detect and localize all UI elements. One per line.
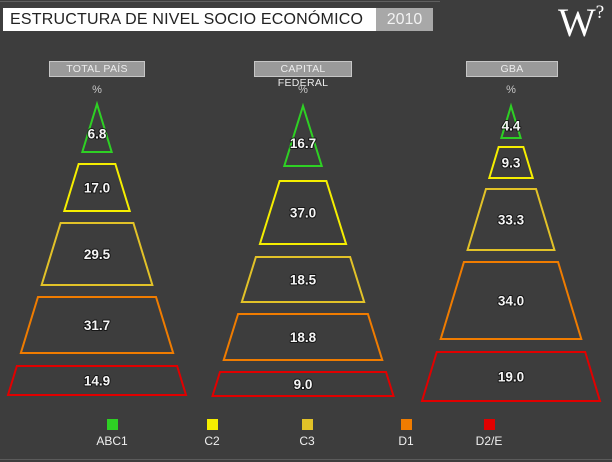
column-header-capital-federal: CAPITAL FEDERAL (254, 61, 352, 89)
percent-label: % (298, 84, 308, 96)
column-header-total-pais: TOTAL PAÍS (49, 61, 145, 77)
pyramid-segment (258, 180, 348, 245)
pyramid-segment (62, 163, 132, 212)
brand-logo-letter: W (558, 0, 596, 45)
segment-value: 37.0 (290, 205, 316, 220)
percent-label: % (506, 84, 516, 96)
pyramid-segment (6, 365, 188, 396)
legend-item-abc1: ABC1 (80, 419, 144, 448)
segment-value: 14.9 (84, 373, 110, 388)
legend-label: C3 (299, 434, 315, 448)
pyramid-segment (466, 188, 556, 251)
segment-value: 18.8 (290, 330, 317, 345)
legend-swatch-c3 (301, 419, 313, 430)
brand-logo: W? (558, 2, 604, 43)
top-divider (0, 1, 440, 2)
pyramid-segment (282, 102, 324, 167)
segment-value: 18.5 (290, 272, 317, 287)
pyramid-segment (19, 296, 175, 354)
segment-value: 31.7 (84, 318, 110, 333)
pyramid-segment (439, 261, 583, 340)
legend-item-d2e: D2/E (457, 419, 521, 448)
question-mark-icon: ? (595, 2, 605, 23)
pyramid-segment (240, 256, 366, 303)
legend-item-c2: C2 (180, 419, 244, 448)
segment-value: 19.0 (498, 369, 524, 384)
column-header-gba: GBA (466, 61, 558, 77)
legend-label: C2 (204, 434, 220, 448)
year-badge: 2010 (376, 8, 433, 31)
segment-value: 33.3 (498, 212, 525, 227)
pyramid-segment (80, 100, 114, 153)
segment-value: 6.8 (88, 127, 107, 142)
legend-item-c3: C3 (275, 419, 339, 448)
segment-value: 34.0 (498, 293, 524, 308)
segment-value: 9.3 (502, 155, 521, 170)
pyramid-segment (499, 102, 523, 139)
legend-swatch-d2e (483, 419, 495, 430)
page-title: ESTRUCTURA DE NIVEL SOCIO ECONÓMICO (3, 8, 376, 31)
legend-label: D2/E (475, 434, 503, 448)
pyramid-segment (222, 313, 384, 361)
segment-value: 29.5 (84, 247, 111, 262)
pyramid-segment (420, 351, 602, 402)
segment-value: 4.4 (502, 119, 521, 134)
pyramid-segment (487, 146, 535, 179)
pyramid-segment (40, 222, 154, 286)
legend-swatch-c2 (206, 419, 218, 430)
legend-swatch-abc1 (106, 419, 118, 430)
legend-swatch-d1 (400, 419, 412, 430)
legend-label: ABC1 (96, 434, 128, 448)
pyramid-segment (211, 371, 395, 397)
percent-label: % (92, 84, 102, 96)
footer-divider (0, 459, 612, 460)
segment-value: 16.7 (290, 136, 316, 151)
segment-value: 9.0 (294, 377, 313, 392)
legend-label: D1 (398, 434, 414, 448)
legend-item-d1: D1 (374, 419, 438, 448)
segment-value: 17.0 (84, 180, 110, 195)
